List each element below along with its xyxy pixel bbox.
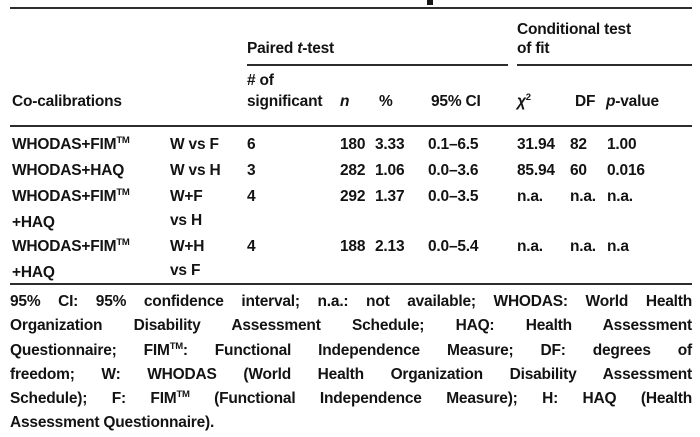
- footnote-line: Schedule); F: FIMTM (Functional Independ…: [10, 389, 692, 408]
- cell-95ci: 0.0–3.6: [428, 162, 479, 179]
- cell-num-significant: 4: [247, 238, 256, 255]
- cell-num-significant: 4: [247, 188, 256, 205]
- table-top-rule: [10, 7, 692, 9]
- comparison-line1: W vs H: [170, 162, 221, 179]
- cell-p-value: 0.016: [607, 162, 645, 179]
- tm-superscript: TM: [116, 237, 130, 248]
- paired-t-test-header: Paired t-test: [247, 40, 334, 59]
- column-header-num-significant: # of significant: [247, 71, 323, 112]
- cropped-title-fragment: [427, 0, 433, 5]
- calibration-name: WHODAS+FIM: [12, 136, 117, 153]
- cell-df: 82: [570, 136, 587, 153]
- p-value-post: -value: [615, 93, 659, 110]
- column-header-percent: %: [379, 93, 393, 110]
- cell-co-calibration: WHODAS+FIMTM +HAQ: [12, 185, 170, 235]
- cell-p-value: n.a: [607, 238, 629, 255]
- num-significant-line2: significant: [247, 92, 323, 110]
- table-row-whodas-fim-haq-2: WHODAS+FIMTM +HAQ W+H vs F 4 188 2.13 0.0–…: [12, 235, 694, 285]
- paired-t-test-italic-t: t: [297, 40, 303, 57]
- conditional-test-span-rule: [517, 64, 692, 66]
- comparison-line1: W+F: [170, 188, 203, 205]
- conditional-test-line2: of fit: [517, 39, 550, 57]
- cell-co-calibration: WHODAS+HAQ: [12, 159, 170, 185]
- conditional-test-of-fit-header: Conditional test of fit: [517, 21, 631, 58]
- table-body: WHODAS+FIMTM W vs F 6 180 3.33 0.1–6.5 3…: [12, 133, 694, 285]
- column-header-df: DF: [575, 93, 596, 110]
- footnote-line: 95% CI: 95% confidence interval; n.a.: n…: [10, 293, 692, 310]
- calibration-name: WHODAS+FIM: [12, 188, 117, 205]
- cell-df: n.a.: [570, 238, 596, 255]
- cell-95ci: 0.1–6.5: [428, 136, 479, 153]
- tm-superscript: TM: [169, 340, 183, 352]
- comparison-line1: W vs F: [170, 136, 219, 153]
- table-row-whodas-haq: WHODAS+HAQ W vs H 3 282 1.06 0.0–3.6 85.…: [12, 159, 694, 185]
- footnote-line: Assessment Questionnaire).: [10, 414, 215, 432]
- cell-comparison: W+H vs F: [170, 235, 247, 285]
- cell-df: n.a.: [570, 188, 596, 205]
- num-significant-line1: # of: [247, 72, 274, 89]
- table-row-whodas-fim: WHODAS+FIMTM W vs F 6 180 3.33 0.1–6.5 3…: [12, 133, 694, 159]
- cell-df: 60: [570, 162, 587, 179]
- cell-percent: 2.13: [375, 238, 405, 255]
- column-header-co-calibrations: Co-calibrations: [12, 93, 122, 110]
- calibration-name-line2: +HAQ: [12, 214, 55, 231]
- table-footnote: 95% CI: 95% confidence interval; n.a.: n…: [10, 291, 692, 437]
- cell-p-value: n.a.: [607, 188, 633, 205]
- cell-n: 188: [340, 238, 366, 255]
- table-row-whodas-fim-haq-1: WHODAS+FIMTM +HAQ W+F vs H 4 292 1.37 0.0–…: [12, 185, 694, 235]
- comparison-line2: vs F: [170, 262, 201, 279]
- cell-percent: 1.06: [375, 162, 405, 179]
- paired-t-test-span-rule: [247, 64, 508, 66]
- cell-num-significant: 6: [247, 136, 256, 153]
- cell-chi-squared: n.a.: [517, 188, 543, 205]
- chi-exponent: 2: [525, 92, 531, 103]
- cell-co-calibration: WHODAS+FIMTM: [12, 133, 170, 159]
- footnote-line: freedom; W: WHODAS (World Health Organiz…: [10, 365, 692, 383]
- chi-symbol: χ: [517, 93, 526, 110]
- cell-percent: 3.33: [375, 136, 405, 153]
- calibration-name: WHODAS+FIM: [12, 238, 117, 255]
- tm-superscript: TM: [176, 389, 190, 401]
- calibration-name-line2: +HAQ: [12, 264, 55, 281]
- comparison-line1: W+H: [170, 238, 205, 255]
- tm-superscript: TM: [116, 135, 130, 146]
- cell-n: 292: [340, 188, 366, 205]
- cell-comparison: W vs F: [170, 133, 247, 159]
- tm-superscript: TM: [116, 187, 130, 198]
- cell-chi-squared: n.a.: [517, 238, 543, 255]
- column-header-chi-squared: χ2: [517, 92, 531, 115]
- cell-chi-squared: 31.94: [517, 136, 555, 153]
- cell-p-value: 1.00: [607, 136, 637, 153]
- cell-n: 282: [340, 162, 366, 179]
- cell-comparison: W vs H: [170, 159, 247, 185]
- body-bottom-rule: [10, 283, 692, 285]
- conditional-test-line1: Conditional test: [517, 21, 631, 38]
- column-header-95ci: 95% CI: [431, 93, 481, 110]
- footnote-line: Organization Disability Assessment Sched…: [10, 317, 692, 335]
- column-header-n: n: [340, 93, 350, 110]
- cell-95ci: 0.0–5.4: [428, 238, 479, 255]
- cell-n: 180: [340, 136, 366, 153]
- cell-95ci: 0.0–3.5: [428, 188, 479, 205]
- calibration-name: WHODAS+HAQ: [12, 162, 125, 179]
- column-header-p-value: p-value: [606, 92, 659, 113]
- cell-percent: 1.37: [375, 188, 405, 205]
- p-value-italic-p: p: [606, 93, 616, 110]
- cell-chi-squared: 85.94: [517, 162, 555, 179]
- paired-t-test-pre: Paired: [247, 40, 298, 57]
- footnote-line: Questionnaire; FIMTM: Functional Indepen…: [10, 340, 692, 359]
- cell-num-significant: 3: [247, 162, 256, 179]
- cell-comparison: W+F vs H: [170, 185, 247, 235]
- comparison-line2: vs H: [170, 212, 202, 229]
- header-bottom-rule: [10, 125, 692, 127]
- cell-co-calibration: WHODAS+FIMTM +HAQ: [12, 235, 170, 285]
- paired-t-test-post: -test: [302, 40, 334, 57]
